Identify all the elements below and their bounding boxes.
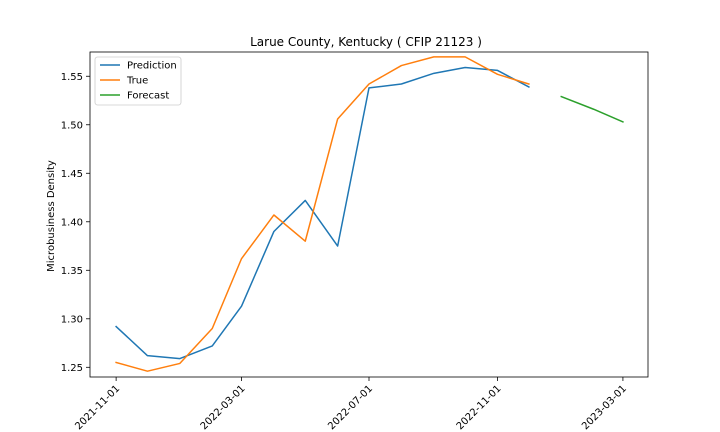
axes-frame [89, 51, 649, 378]
y-tick-label: 1.45 [61, 169, 83, 180]
legend-label-prediction: Prediction [127, 61, 177, 72]
legend-label-forecast: Forecast [127, 91, 169, 102]
series-line-prediction [115, 66, 530, 360]
chart-title: Larue County, Kentucky ( CFIP 21123 ) [250, 35, 482, 49]
y-tick-label: 1.50 [61, 120, 83, 131]
y-axis-label: Microbusiness Density [46, 160, 57, 272]
y-tick-label: 1.40 [61, 217, 83, 228]
series-line-true [115, 56, 530, 372]
legend-label-true: True [126, 76, 148, 87]
y-tick-label: 1.30 [61, 314, 83, 325]
y-tick-label: 1.35 [61, 266, 83, 277]
legend: Prediction True Forecast [94, 56, 182, 106]
series-line-forecast [560, 95, 624, 123]
legend-box [94, 56, 182, 106]
y-tick-label: 1.55 [61, 72, 83, 83]
y-tick-label: 1.25 [61, 363, 83, 374]
